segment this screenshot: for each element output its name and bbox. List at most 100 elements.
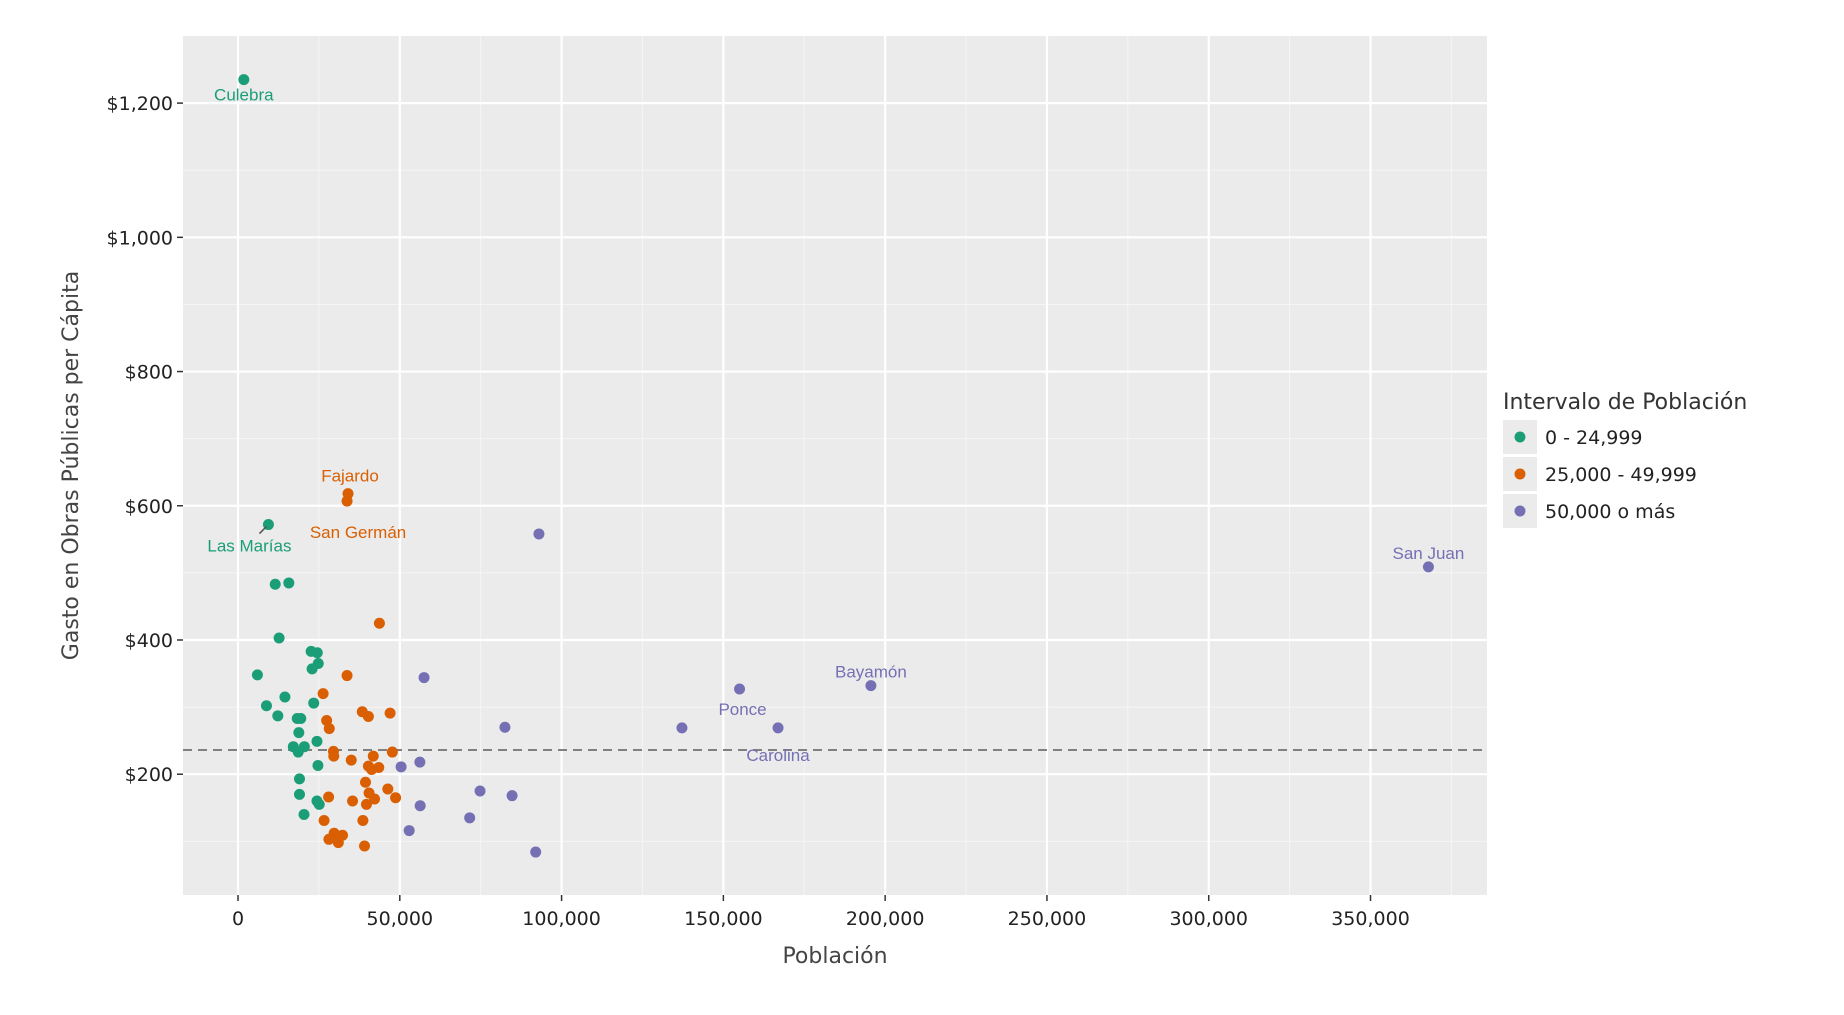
data-point (317, 688, 329, 700)
data-point (474, 785, 486, 797)
legend-marker (1514, 431, 1526, 443)
data-point (386, 746, 398, 758)
data-point (323, 833, 335, 845)
legend-label: 25,000 - 49,999 (1545, 464, 1697, 486)
data-point (499, 721, 511, 733)
data-point (293, 773, 305, 785)
data-point (464, 812, 476, 824)
x-tick-label: 50,000 (367, 908, 433, 930)
legend-label: 0 - 24,999 (1545, 427, 1643, 449)
x-tick-label: 200,000 (846, 908, 925, 930)
data-point (676, 722, 688, 734)
data-point (418, 672, 430, 684)
data-point (308, 697, 320, 709)
data-point (403, 825, 415, 837)
data-point (865, 680, 877, 692)
data-point (1422, 561, 1434, 573)
data-point (373, 617, 385, 629)
y-tick-label: $400 (125, 630, 173, 652)
data-point (323, 723, 335, 735)
point-label: Ponce (718, 700, 766, 719)
legend-label: 50,000 o más (1545, 501, 1675, 523)
data-point (414, 756, 426, 768)
data-point (359, 840, 371, 852)
y-tick-label: $1,000 (107, 227, 173, 249)
legend-title: Intervalo de Población (1503, 390, 1747, 415)
y-tick-label: $1,200 (107, 93, 173, 115)
data-point (341, 670, 353, 682)
data-point (312, 759, 324, 771)
y-tick-label: $800 (125, 362, 173, 384)
data-point (260, 700, 272, 712)
point-label: San Germán (310, 523, 406, 542)
legend: Intervalo de Población 0 - 24,999 25,000 … (1503, 390, 1747, 528)
data-point (238, 74, 250, 86)
data-point (384, 707, 396, 719)
data-point (367, 750, 379, 762)
x-axis-title: Población (782, 944, 887, 969)
legend-marker (1514, 505, 1526, 517)
x-tick-label: 100,000 (522, 908, 601, 930)
data-point (293, 727, 305, 739)
data-point (369, 793, 381, 805)
x-tick-label: 250,000 (1008, 908, 1087, 930)
data-point (269, 578, 281, 590)
x-tick-label: 300,000 (1169, 908, 1248, 930)
data-point (347, 795, 359, 807)
data-point (366, 764, 378, 776)
data-point (390, 792, 402, 804)
label-leader-line (258, 526, 267, 535)
point-label: San Juan (1393, 544, 1465, 563)
data-point (530, 846, 542, 858)
legend-entries: 0 - 24,999 25,000 - 49,999 50,000 o más (1503, 420, 1697, 528)
data-point (273, 632, 285, 644)
data-point (395, 761, 407, 773)
data-point (306, 663, 318, 675)
y-axis: $200 $400 $600 $800 $1,000 $1,200 (107, 93, 183, 786)
data-point (382, 783, 394, 795)
data-point (357, 815, 369, 827)
point-label: Bayamón (835, 663, 907, 682)
point-label: Fajardo (321, 467, 379, 486)
data-point (292, 746, 304, 758)
point-label: Las Marías (207, 537, 291, 556)
data-point (293, 788, 305, 800)
data-point (360, 798, 372, 810)
data-point (298, 808, 310, 820)
data-point (251, 669, 263, 681)
data-point (772, 722, 784, 734)
data-point (734, 683, 746, 695)
data-point (323, 791, 335, 803)
y-tick-label: $600 (125, 496, 173, 518)
point-label: Culebra (214, 86, 274, 105)
data-points (238, 74, 1434, 858)
data-point (506, 790, 518, 802)
data-point (362, 710, 374, 722)
data-point (279, 691, 291, 703)
data-point (318, 815, 330, 827)
legend-marker (1514, 468, 1526, 480)
data-point (332, 837, 344, 849)
data-point (533, 528, 545, 540)
y-axis-title: Gasto en Obras Públicas per Cápita (59, 271, 84, 660)
data-point (359, 776, 371, 788)
major-gridlines (183, 36, 1487, 895)
data-point (311, 647, 323, 659)
y-tick-label: $200 (125, 764, 173, 786)
data-point (272, 710, 284, 722)
data-point (345, 754, 357, 766)
x-axis: 0 50,000 100,000 150,000 200,000 250,000 300,0… (232, 895, 1410, 930)
data-point (311, 735, 323, 747)
x-tick-label: 350,000 (1331, 908, 1410, 930)
data-point (414, 800, 426, 812)
data-point (328, 750, 340, 762)
point-labels: Culebra Las Marías Fajardo San Germán San Ju… (207, 86, 1464, 765)
data-point (295, 713, 307, 725)
x-tick-label: 150,000 (684, 908, 763, 930)
data-point (341, 495, 353, 507)
data-point (313, 798, 325, 810)
point-label: Carolina (746, 746, 810, 765)
data-point (283, 577, 295, 589)
